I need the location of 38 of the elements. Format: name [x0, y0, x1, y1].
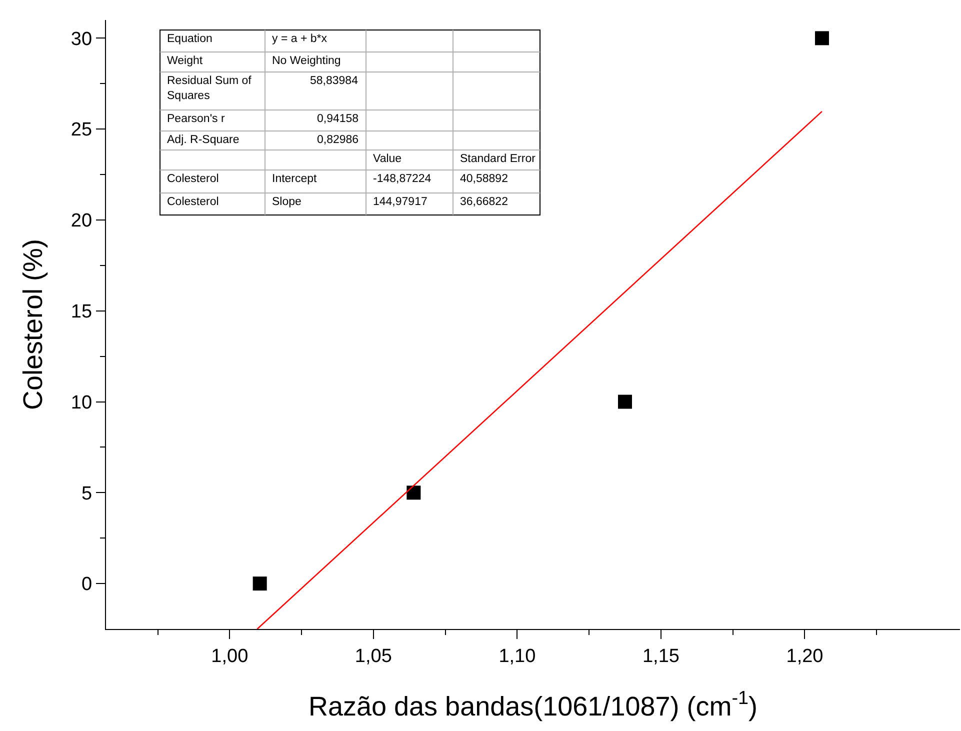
- annotation: Residual Sum of Squares: [167, 75, 252, 102]
- y-tick-label: 20: [70, 210, 92, 232]
- annotation: Intercept: [272, 173, 318, 185]
- x-tick-label: 1,15: [642, 646, 680, 667]
- y-tick-label: 10: [70, 392, 92, 414]
- annotation: 144,97917: [373, 196, 428, 208]
- annotation: Colesterol: [167, 173, 219, 185]
- x-tick-label: 1,05: [354, 646, 392, 667]
- y-tick-label: 25: [70, 120, 92, 141]
- annotation: 36,66822: [460, 196, 508, 208]
- annotation: -148,87224: [373, 173, 432, 185]
- y-tick-label: 0: [81, 574, 92, 596]
- annotation: Value: [373, 153, 402, 165]
- point: [618, 394, 632, 409]
- annotation: Pearson's r: [167, 113, 225, 125]
- annotation: 40,58892: [460, 173, 508, 185]
- point: [406, 486, 421, 500]
- annotation: Equation: [167, 33, 212, 45]
- annotation: 0,94158: [317, 113, 359, 125]
- point: [252, 576, 267, 591]
- point: [814, 31, 829, 46]
- annotation: Adj. R-Square: [167, 134, 240, 146]
- x-axis-title: Razão das bandas(1061/1087) (cm$^{-1}$): [308, 688, 758, 722]
- x-tick-label: 1,00: [211, 646, 248, 667]
- annotation: Slope: [272, 196, 302, 208]
- annotation: y = a + b*x: [272, 33, 328, 45]
- y-tick-label: 30: [70, 28, 92, 50]
- annotation: No Weighting: [272, 55, 341, 67]
- y-tick-label: 15: [70, 302, 92, 323]
- x-tick-label: 1,20: [786, 646, 824, 667]
- annotation: 0,82986: [317, 134, 359, 146]
- x-tick-label: 1,10: [498, 646, 536, 667]
- annotation: 58,83984: [310, 75, 359, 87]
- y-axis-title: Colesterol (%): [18, 238, 48, 410]
- annotation: Colesterol: [167, 196, 219, 208]
- y-tick-label: 5: [81, 483, 92, 504]
- annotation: Weight: [167, 55, 204, 67]
- annotation: Standard Error: [460, 153, 536, 165]
